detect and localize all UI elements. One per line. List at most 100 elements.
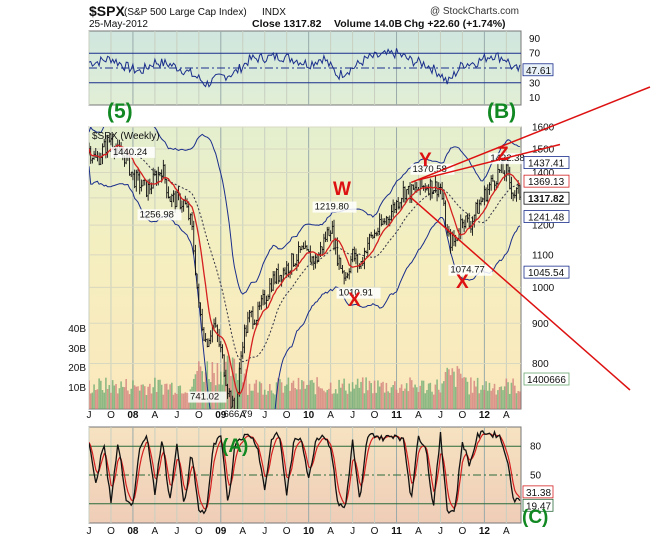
volume-bar <box>125 379 127 409</box>
red-moving-average <box>89 144 521 396</box>
volume-bar <box>121 386 124 409</box>
rsi-annotation-right: (B) <box>487 100 516 123</box>
wave-label: X <box>348 290 361 311</box>
x-tick-label: A <box>415 526 422 537</box>
x-tick-label: 08 <box>127 410 139 421</box>
volume-bar <box>336 393 339 409</box>
x-tick-label: O <box>107 526 115 537</box>
volume-bar <box>365 377 367 409</box>
volume-bar <box>439 392 442 409</box>
exchange-label: INDX <box>262 7 286 18</box>
rsi-tick-label: 30 <box>529 78 541 89</box>
stochastic-axis: JO08AJO09AJO10AJO11AJO12A20508031.3819.4… <box>87 442 554 537</box>
volume-bar <box>390 387 393 409</box>
volume-bar <box>309 380 312 409</box>
volume-bar <box>154 377 156 409</box>
volume-bar <box>493 383 496 409</box>
volume-bar <box>486 390 489 409</box>
volume-bar <box>233 358 236 409</box>
volume-bar <box>272 393 274 409</box>
volume-bar <box>135 386 138 409</box>
volume-bar <box>497 390 499 409</box>
volume-bar <box>287 377 290 409</box>
x-tick-label: J <box>174 526 179 537</box>
volume-bar <box>267 390 269 409</box>
stochastic-annotation-bottom: (C) <box>522 507 548 528</box>
volume-bar <box>387 391 389 409</box>
volume-bar <box>414 384 416 409</box>
price-label-bg <box>312 201 357 213</box>
rsi-tick-label: 10 <box>529 93 541 104</box>
volume-bar <box>176 393 178 409</box>
volume-bar <box>404 388 406 409</box>
volume-bar <box>324 392 327 409</box>
volume-last-value: 1400666 <box>527 375 566 386</box>
volume-bar <box>289 390 291 409</box>
volume-bar <box>334 389 337 409</box>
volume-bar <box>481 385 484 409</box>
price-label-bg <box>110 146 155 158</box>
close-text: Close 1317.82 <box>252 18 322 30</box>
volume-bar <box>429 382 432 409</box>
right-value-label: 1241.48 <box>528 213 565 224</box>
stochastic-panel: JO08AJO09AJO10AJO11AJO12A20508031.3819.4… <box>87 426 554 537</box>
volume-bar <box>475 386 477 409</box>
volume-bar <box>490 390 492 409</box>
trendlines <box>410 86 651 391</box>
volume-text: Volume 14.0B <box>334 18 402 30</box>
x-tick-label: A <box>327 410 334 421</box>
volume-bar <box>492 388 494 409</box>
volume-bar <box>519 391 521 409</box>
volume-bar <box>382 381 384 409</box>
volume-bar <box>356 378 359 409</box>
price-label-bg <box>410 163 455 175</box>
volume-bar <box>514 385 516 409</box>
x-tick-label: O <box>283 410 291 421</box>
price-label: 666.79 <box>223 409 252 420</box>
volume-bar <box>412 387 415 409</box>
volume-bar <box>328 388 330 409</box>
volume-bar <box>510 382 513 409</box>
volume-bar <box>306 384 308 409</box>
volume-tick-label: 40B <box>68 324 86 335</box>
volume-bar <box>426 390 428 409</box>
volume-bar <box>260 383 263 409</box>
date-label: 25-May-2012 <box>89 19 148 30</box>
volume-bar <box>228 356 231 409</box>
volume-bar <box>471 392 474 409</box>
volume-bar <box>453 371 455 409</box>
top-trendline <box>418 143 561 181</box>
x-tick-label: A <box>327 526 334 537</box>
right-value-box <box>523 191 570 205</box>
y-tick-label: 900 <box>532 319 549 330</box>
rsi-lines <box>89 48 521 88</box>
change-text: Chg +22.60 (+1.74%) <box>404 18 506 30</box>
volume-bar <box>265 394 268 409</box>
volume-bar <box>312 382 315 409</box>
y-tick-label: 1500 <box>532 145 555 156</box>
rsi-panel: 103050709047.61 (5) (B) <box>88 30 554 123</box>
right-value-label: 1437.41 <box>528 159 565 170</box>
volume-bar <box>159 379 161 409</box>
volume-bar <box>282 392 285 409</box>
price-label: 1422.38 <box>490 153 524 164</box>
volume-bar <box>505 378 508 409</box>
x-tick-label: O <box>283 526 291 537</box>
volume-bar <box>123 387 126 409</box>
volume-bar <box>421 380 423 409</box>
volume-bar <box>372 393 374 409</box>
volume-bar <box>517 390 519 409</box>
volume-bar <box>434 384 437 409</box>
volume-bar <box>498 387 501 409</box>
volume-bar <box>167 389 170 409</box>
volume-bar <box>368 380 371 409</box>
symbol-title: $SPX <box>89 3 125 19</box>
volume-bar <box>247 394 249 409</box>
moving-average <box>89 144 521 396</box>
volume-bar <box>250 390 253 409</box>
volume-bar <box>456 366 459 409</box>
volume-bar <box>155 391 158 409</box>
volume-bar <box>263 389 266 409</box>
volume-bar <box>108 384 111 409</box>
x-tick-label: O <box>459 410 467 421</box>
